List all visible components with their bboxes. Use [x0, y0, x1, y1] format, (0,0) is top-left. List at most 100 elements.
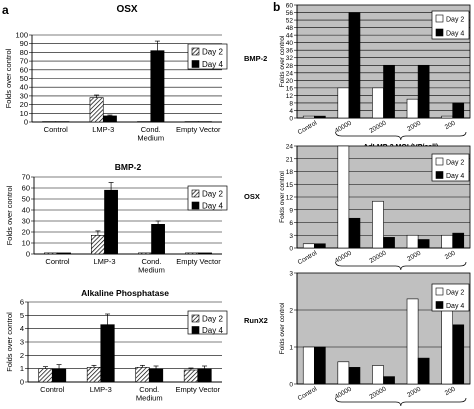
category-label: Control [45, 257, 70, 266]
y-tick-label: 0 [20, 378, 24, 387]
legend-swatch [435, 301, 444, 309]
y-tick-label: 52 [286, 18, 294, 25]
y-tick-label: 20 [22, 228, 30, 237]
bar-day-2 [89, 97, 104, 123]
y-tick-label: 70 [22, 173, 30, 182]
legend-swatch [191, 189, 200, 198]
bar-day-2 [406, 98, 419, 119]
chart-title: RunX2 [244, 316, 268, 325]
y-axis-label: Folds over control [279, 171, 286, 223]
category-label: 200 [444, 119, 457, 131]
y-tick-label: 15 [286, 182, 294, 189]
y-tick-label: 3 [20, 338, 24, 347]
bar-day-2 [337, 87, 350, 119]
y-tick-label: 18 [286, 169, 294, 176]
chart-2: 0 10 20 30 40 50 60 70 Control LMP-3 Cond.Medium Em… [5, 162, 228, 275]
y-tick-label: 80 [20, 48, 28, 57]
legend-label: Day 2 [202, 190, 223, 199]
y-tick-label: 20 [286, 78, 294, 85]
bar-day-4 [313, 346, 326, 385]
category-label: 200 [444, 385, 457, 397]
legend-swatch [191, 314, 200, 323]
bar-day-4 [383, 376, 395, 385]
bar-day-4 [452, 232, 465, 249]
bar-day-2 [138, 252, 152, 255]
bar-day-2 [406, 234, 419, 249]
bar-day-2 [91, 235, 105, 255]
bar-day-2 [86, 367, 102, 383]
chart-title: OSX [244, 192, 260, 201]
y-tick-label: 32 [286, 55, 294, 62]
y-tick-label: 40 [286, 40, 294, 47]
bar-day-4 [348, 217, 361, 249]
y-tick-label: 50 [20, 74, 28, 83]
y-tick-label: 3 [289, 233, 293, 240]
y-tick-label: 44 [286, 33, 294, 40]
category-label: Cond. [141, 257, 161, 266]
bar-day-4 [102, 115, 117, 123]
category-label: Empty Vector [176, 125, 221, 134]
category-label: 2000 [406, 249, 422, 262]
y-tick-label: 1 [20, 364, 24, 373]
category-label: 20000 [368, 385, 387, 400]
legend-label: Day 4 [446, 173, 464, 180]
y-axis-label: Folds over control [5, 185, 14, 245]
y-axis-label: Folds over control [4, 48, 13, 108]
legend-label: Day 2 [202, 315, 223, 324]
y-tick-label: 12 [286, 195, 294, 202]
chart-title: BMP-2 [244, 54, 267, 63]
y-tick-label: 60 [20, 65, 28, 74]
chart-3: 0 1 2 3 4 5 6 Control LMP-3 Cond.Medium Empty Vect… [5, 288, 228, 403]
y-tick-label: 0 [289, 382, 293, 389]
y-tick-label: 30 [20, 91, 28, 100]
y-tick-label: 90 [20, 39, 28, 48]
y-tick-label: 24 [286, 144, 294, 151]
category-label: Control [297, 249, 319, 266]
category-label: Cond. [139, 385, 159, 394]
category-label: 2000 [406, 385, 422, 398]
bar-day-4 [57, 252, 71, 255]
legend-swatch [435, 287, 444, 296]
y-tick-label: 56 [286, 10, 294, 17]
y-tick-label: 0 [289, 246, 293, 253]
legend-swatch [191, 201, 200, 210]
y-axis-label: Folds over control [279, 302, 286, 354]
y-tick-label: 40 [20, 83, 28, 92]
y-axis-label: Folds over control [5, 312, 14, 372]
panel-a-label: a [2, 3, 9, 17]
y-tick-label: 6 [289, 220, 293, 227]
category-label: 20000 [368, 119, 387, 134]
bar-day-2 [372, 87, 384, 119]
category-label: 2000 [406, 119, 422, 132]
category-label: Control [44, 125, 69, 134]
legend-swatch [191, 60, 200, 68]
legend-label: Day 4 [202, 202, 223, 211]
y-tick-label: 24 [286, 70, 294, 77]
legend-swatch [435, 157, 444, 166]
y-tick-label: 4 [289, 108, 293, 115]
y-tick-label: 2 [289, 308, 293, 315]
y-tick-label: 21 [286, 156, 294, 163]
bar-day-2 [183, 369, 199, 383]
y-tick-label: 8 [289, 100, 293, 107]
bar-day-2 [406, 298, 419, 385]
bar-day-4 [383, 237, 395, 249]
bar-day-4 [151, 224, 165, 255]
category-label: LMP-3 [93, 257, 115, 266]
bar-day-2 [337, 361, 350, 385]
bar-day-4 [148, 368, 164, 383]
category-label: Medium [136, 394, 163, 403]
chart-title: OSX [116, 4, 137, 15]
category-label: Cond. [141, 125, 161, 134]
legend-label: Day 4 [202, 60, 223, 69]
legend-label: Day 2 [446, 290, 464, 297]
bar-day-2 [38, 368, 53, 383]
category-label: Medium [137, 134, 164, 143]
bar-day-2 [302, 243, 315, 249]
legend-label: Day 2 [446, 17, 464, 24]
legend-swatch [435, 28, 444, 37]
category-label: Control [297, 385, 319, 402]
y-tick-label: 0 [289, 116, 293, 123]
legend-swatch [435, 171, 444, 179]
